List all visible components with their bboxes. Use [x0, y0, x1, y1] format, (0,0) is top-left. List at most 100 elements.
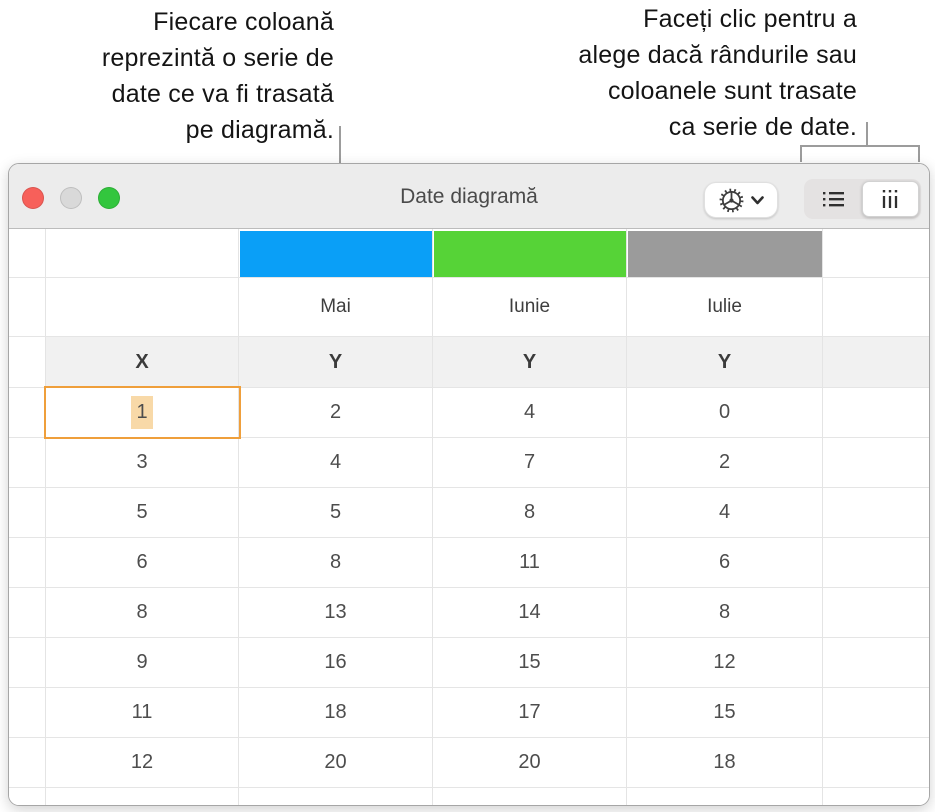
axis-header-cell[interactable]: Y: [239, 337, 433, 387]
table-row: 8 13 14 8: [9, 588, 929, 638]
chart-data-table: Mai Iunie Iulie X Y Y Y 1 2 4 0: [9, 229, 929, 805]
callout-line-text: reprezintă o serie de: [101, 44, 334, 72]
series-name-cell[interactable]: Iulie: [627, 278, 823, 336]
series-color-swatch-iunie[interactable]: [433, 229, 627, 277]
data-cell[interactable]: 4: [627, 488, 823, 537]
table-row: 12 20 20 18: [9, 738, 929, 788]
data-cell[interactable]: 16: [239, 638, 433, 687]
table-row: 11 18 17 15: [9, 688, 929, 738]
data-cell[interactable]: 7: [433, 438, 627, 487]
table-row: 1 2 4 0: [9, 388, 929, 438]
data-cell[interactable]: 2: [627, 438, 823, 487]
callout-line-text: Fiecare coloană: [153, 8, 334, 36]
data-cell[interactable]: [46, 788, 239, 805]
data-cell[interactable]: 20: [239, 738, 433, 787]
titlebar: Date diagramă: [9, 164, 929, 229]
gutter-cell: [9, 788, 46, 805]
table-row-partial: [9, 788, 929, 805]
data-cell[interactable]: 17: [433, 688, 627, 737]
gutter-cell: [9, 388, 46, 437]
data-cell[interactable]: 18: [627, 738, 823, 787]
data-cell[interactable]: 15: [627, 688, 823, 737]
callout-bracket-line: [918, 145, 920, 162]
zoom-button[interactable]: [98, 187, 120, 209]
data-cell[interactable]: 8: [46, 588, 239, 637]
window-title: Date diagramă: [400, 184, 538, 208]
columns-as-series-button[interactable]: [861, 181, 919, 217]
gutter-cell: [9, 688, 46, 737]
table-row: 6 8 11 6: [9, 538, 929, 588]
data-cell[interactable]: 5: [46, 488, 239, 537]
data-cell[interactable]: 4: [433, 388, 627, 437]
axis-header-cell[interactable]: Y: [433, 337, 627, 387]
gutter-cell: [823, 638, 929, 687]
chart-data-editor-window: Date diagramă: [8, 163, 930, 806]
data-cell[interactable]: 12: [627, 638, 823, 687]
callout-line-text: coloanele sunt trasate: [607, 77, 857, 105]
data-cell[interactable]: 8: [239, 538, 433, 587]
data-cell[interactable]: 9: [46, 638, 239, 687]
callout-line-text: pe diagramă.: [185, 116, 334, 144]
series-name-row: Mai Iunie Iulie: [9, 278, 929, 337]
data-cell[interactable]: 11: [46, 688, 239, 737]
chart-options-menu-button[interactable]: [704, 182, 778, 218]
callout-columns-series: Fiecare coloană reprezintă o serie de da…: [102, 4, 334, 148]
chevron-down-icon: [750, 195, 765, 206]
data-cell[interactable]: 18: [239, 688, 433, 737]
data-cell[interactable]: 0: [627, 388, 823, 437]
data-cell[interactable]: 8: [433, 488, 627, 537]
axis-header-cell[interactable]: Y: [627, 337, 823, 387]
gutter-cell: [9, 638, 46, 687]
rows-as-series-button[interactable]: [806, 181, 862, 217]
callout-line-text: Faceți clic pentru a: [643, 5, 857, 33]
series-color-swatch-iulie[interactable]: [627, 229, 823, 277]
data-cell-selected[interactable]: 1: [46, 388, 239, 437]
callout-bracket-line: [800, 145, 920, 147]
gutter-cell: [9, 278, 46, 336]
series-orientation-toggle: [804, 179, 921, 219]
series-color-row: [9, 229, 929, 278]
data-cell[interactable]: 13: [239, 588, 433, 637]
gutter-cell: [823, 738, 929, 787]
table-row: 5 5 8 4: [9, 488, 929, 538]
gutter-cell: [9, 337, 46, 387]
axis-header-cell[interactable]: X: [46, 337, 239, 387]
data-cell[interactable]: 20: [433, 738, 627, 787]
minimize-button[interactable]: [60, 187, 82, 209]
gutter-cell: [9, 229, 46, 277]
gutter-cell: [823, 688, 929, 737]
series-color-swatch-mai[interactable]: [239, 229, 433, 277]
gutter-cell: [823, 337, 929, 387]
callout-line-text: alege dacă rândurile sau: [578, 41, 857, 69]
axis-header-row: X Y Y Y: [9, 337, 929, 388]
gutter-cell: [823, 588, 929, 637]
table-row: 9 16 15 12: [9, 638, 929, 688]
gutter-cell: [9, 488, 46, 537]
rows-list-icon: [821, 189, 847, 209]
series-name-cell[interactable]: Iunie: [433, 278, 627, 336]
data-cell[interactable]: 5: [239, 488, 433, 537]
traffic-lights: [22, 187, 120, 209]
series-name-cell[interactable]: Mai: [239, 278, 433, 336]
data-cell[interactable]: [627, 788, 823, 805]
data-cell[interactable]: 14: [433, 588, 627, 637]
data-cell[interactable]: 11: [433, 538, 627, 587]
close-button[interactable]: [22, 187, 44, 209]
data-cell[interactable]: 3: [46, 438, 239, 487]
data-cell[interactable]: 8: [627, 588, 823, 637]
series-name-cell[interactable]: [46, 278, 239, 336]
data-cell[interactable]: 12: [46, 738, 239, 787]
data-cell[interactable]: [433, 788, 627, 805]
data-cell[interactable]: 4: [239, 438, 433, 487]
gutter-cell: [823, 538, 929, 587]
gutter-cell: [823, 229, 929, 277]
data-cell[interactable]: 6: [627, 538, 823, 587]
gutter-cell: [823, 438, 929, 487]
callout-line-text: ca serie de date.: [668, 113, 857, 141]
gutter-cell: [9, 588, 46, 637]
data-cell[interactable]: 15: [433, 638, 627, 687]
data-cell[interactable]: [239, 788, 433, 805]
gear-icon: [718, 187, 745, 214]
data-cell[interactable]: 6: [46, 538, 239, 587]
data-cell[interactable]: 2: [239, 388, 433, 437]
